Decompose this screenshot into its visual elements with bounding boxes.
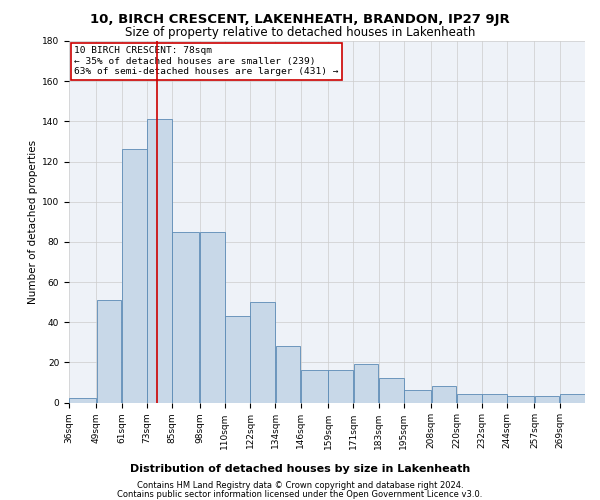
- Bar: [404, 390, 431, 402]
- Bar: [560, 394, 585, 402]
- Bar: [328, 370, 353, 402]
- Bar: [508, 396, 534, 402]
- Bar: [225, 316, 250, 402]
- Bar: [379, 378, 404, 402]
- Bar: [69, 398, 96, 402]
- Y-axis label: Number of detached properties: Number of detached properties: [28, 140, 38, 304]
- Bar: [353, 364, 379, 403]
- Bar: [200, 232, 224, 402]
- Bar: [147, 120, 172, 403]
- Bar: [482, 394, 507, 402]
- Text: 10, BIRCH CRESCENT, LAKENHEATH, BRANDON, IP27 9JR: 10, BIRCH CRESCENT, LAKENHEATH, BRANDON,…: [90, 12, 510, 26]
- Bar: [275, 346, 301, 403]
- Bar: [97, 300, 121, 402]
- Text: Distribution of detached houses by size in Lakenheath: Distribution of detached houses by size …: [130, 464, 470, 474]
- Text: Contains public sector information licensed under the Open Government Licence v3: Contains public sector information licen…: [118, 490, 482, 499]
- Bar: [172, 232, 199, 402]
- Text: Size of property relative to detached houses in Lakenheath: Size of property relative to detached ho…: [125, 26, 475, 39]
- Bar: [250, 302, 275, 402]
- Text: Contains HM Land Registry data © Crown copyright and database right 2024.: Contains HM Land Registry data © Crown c…: [137, 481, 463, 490]
- Bar: [301, 370, 328, 402]
- Bar: [535, 396, 559, 402]
- Bar: [122, 150, 146, 402]
- Bar: [431, 386, 456, 402]
- Text: 10 BIRCH CRESCENT: 78sqm
← 35% of detached houses are smaller (239)
63% of semi-: 10 BIRCH CRESCENT: 78sqm ← 35% of detach…: [74, 46, 338, 76]
- Bar: [457, 394, 482, 402]
